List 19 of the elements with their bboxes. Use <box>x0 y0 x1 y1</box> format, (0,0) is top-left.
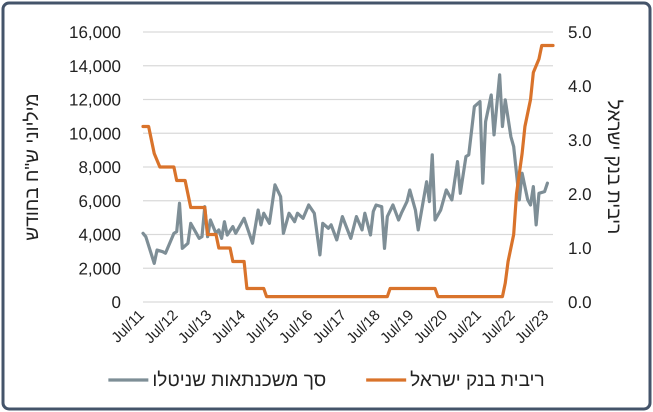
y-tick-label: 0 <box>112 293 121 312</box>
y-tick-label: 4,000 <box>78 226 121 244</box>
y2-tick-label: 3.0 <box>568 131 592 150</box>
y-tick-label: 10,000 <box>69 124 121 144</box>
y-tick-label: 6,000 <box>78 192 121 211</box>
y2-axis-title: ריבית בנק ישראל <box>603 100 624 234</box>
y-tick-label: 8,000 <box>78 158 121 177</box>
y-tick-label: 16,000 <box>69 23 121 42</box>
y2-tick-label: 0.0 <box>568 293 592 312</box>
y2-tick-label: 5.0 <box>568 23 592 42</box>
y-tick-label: 12,000 <box>69 90 121 110</box>
y2-tick-label: 4.0 <box>568 77 592 96</box>
y2-tick-label: 2.0 <box>568 185 592 204</box>
y-tick-label: 2,000 <box>78 259 121 278</box>
y2-tick-label: 1.0 <box>568 239 592 258</box>
y-axis-title: מיליוני ש"ח בחודש <box>22 93 43 241</box>
legend-label: סך משכנתאות שניטלו <box>152 370 326 391</box>
y-tick-label: 14,000 <box>69 56 121 76</box>
legend-label: ריבית בנק ישראל <box>410 370 545 391</box>
